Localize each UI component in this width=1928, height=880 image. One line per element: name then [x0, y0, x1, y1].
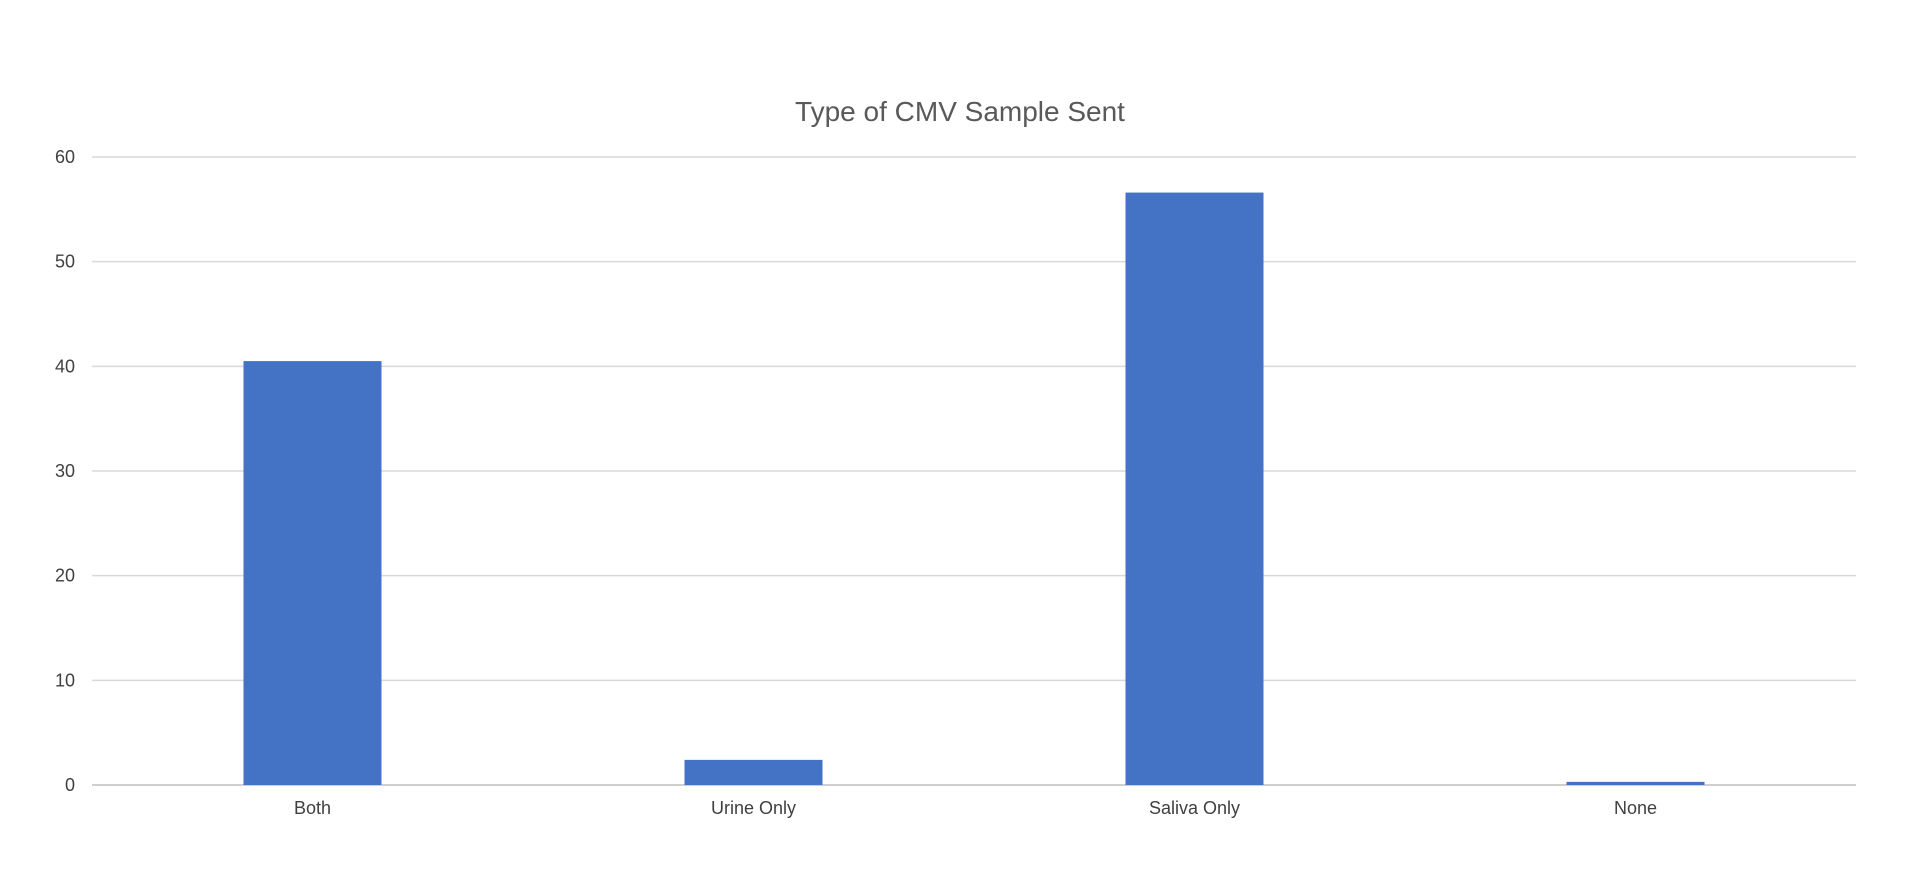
- gridlines: [92, 156, 1856, 786]
- x-axis-category-labels: Both Urine Only Saliva Only None: [294, 798, 1657, 818]
- y-tick-label-30: 30: [55, 461, 75, 481]
- x-category-label-saliva-only: Saliva Only: [1149, 798, 1240, 818]
- y-tick-label-60: 60: [55, 147, 75, 167]
- chart-title: Type of CMV Sample Sent: [795, 96, 1125, 127]
- bars: [243, 192, 1705, 785]
- x-category-label-none: None: [1614, 798, 1657, 818]
- bar-both: [243, 361, 382, 785]
- bar-none: [1566, 781, 1705, 785]
- y-tick-label-10: 10: [55, 670, 75, 690]
- y-tick-label-40: 40: [55, 356, 75, 376]
- y-tick-label-50: 50: [55, 252, 75, 272]
- y-tick-label-0: 0: [65, 775, 75, 795]
- x-category-label-both: Both: [294, 798, 331, 818]
- x-category-label-urine-only: Urine Only: [711, 798, 796, 818]
- bar-saliva-only: [1125, 192, 1264, 785]
- bar-urine-only: [684, 759, 823, 785]
- y-axis-tick-labels: 0 10 20 30 40 50 60: [55, 147, 75, 795]
- y-tick-label-20: 20: [55, 566, 75, 586]
